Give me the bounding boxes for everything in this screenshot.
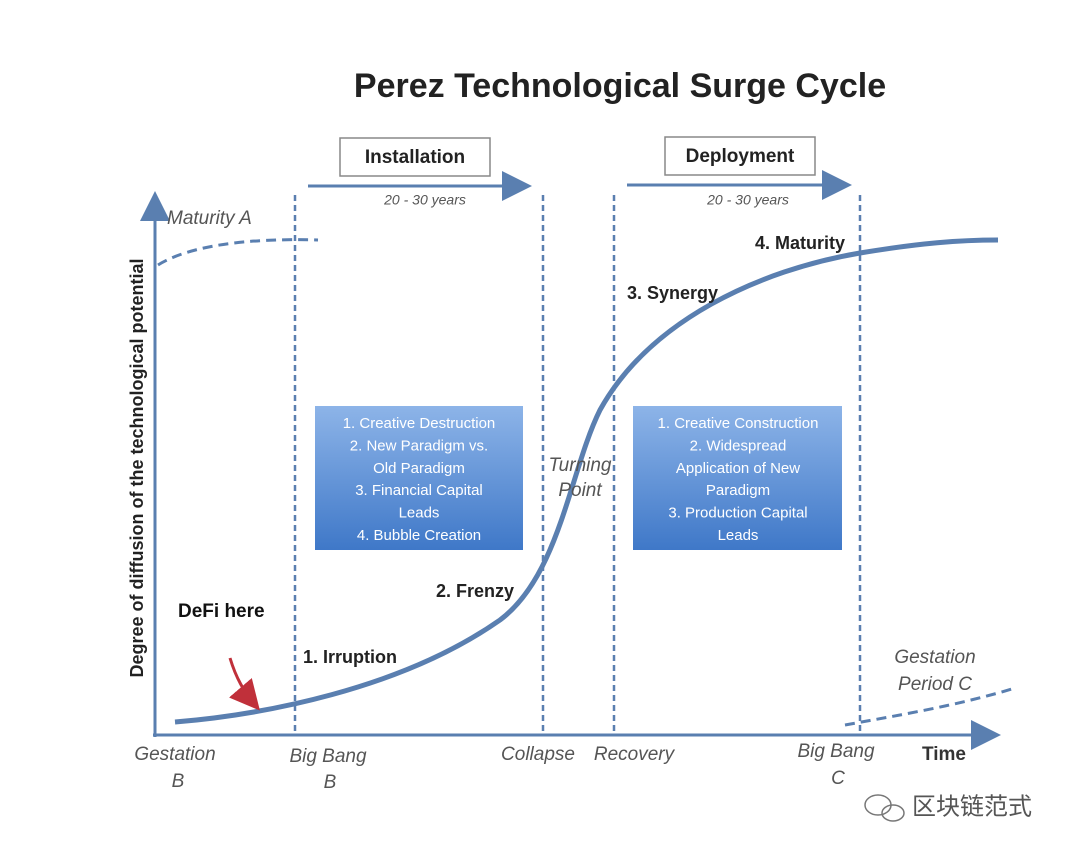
- maturity-a: Maturity A: [167, 208, 252, 229]
- annotation: DeFi here: [178, 601, 265, 622]
- surge-curve: [174, 237, 999, 725]
- x-label: B: [324, 772, 337, 793]
- x-label: C: [831, 768, 845, 789]
- x-label: Big Bang: [797, 741, 875, 762]
- info-box-line: Application of New: [676, 460, 800, 477]
- x-label: Collapse: [501, 744, 575, 765]
- info-box-line: Leads: [399, 505, 440, 522]
- info-box-line: 2. New Paradigm vs.: [350, 437, 488, 454]
- phase-label: 1. Irruption: [303, 647, 397, 667]
- period-box: [339, 137, 491, 177]
- period-label: Installation: [365, 147, 465, 168]
- period-duration: 20 - 30 years: [383, 192, 466, 208]
- watermark-icon: [864, 794, 905, 822]
- info-box-line: 3. Production Capital: [668, 505, 807, 522]
- period-box: [664, 136, 816, 176]
- info-box-line: 1. Creative Construction: [658, 415, 819, 432]
- info-box-line: Old Paradigm: [373, 460, 465, 477]
- turning-point: Point: [558, 480, 602, 501]
- phase-label: 4. Maturity: [755, 233, 845, 253]
- annotation-arrow: [228, 657, 260, 711]
- x-label: B: [172, 771, 185, 792]
- info-box-line: 2. Widespread: [690, 437, 787, 454]
- phase-label: 3. Synergy: [627, 283, 718, 303]
- info-box: [633, 406, 842, 550]
- x-label: Gestation: [134, 744, 215, 765]
- previous-curve: [157, 238, 319, 267]
- x-label: Big Bang: [289, 746, 367, 767]
- y-axis-label: Degree of diffusion of the technological…: [127, 258, 147, 677]
- title: Perez Technological Surge Cycle: [354, 67, 886, 105]
- x-label: Time: [922, 744, 966, 765]
- info-box-line: 4. Bubble Creation: [357, 527, 481, 544]
- turning-point: Turning: [548, 455, 611, 476]
- phase-label: 2. Frenzy: [436, 581, 514, 601]
- info-box: [315, 406, 523, 550]
- gestation-c: Gestation: [894, 647, 975, 668]
- info-box-line: Paradigm: [706, 482, 770, 499]
- watermark: 区块链范式: [912, 793, 1032, 820]
- info-box-line: Leads: [718, 527, 759, 544]
- period-label: Deployment: [686, 146, 795, 167]
- gestation-c: Period C: [898, 674, 972, 695]
- x-label: Recovery: [594, 744, 676, 765]
- info-box-line: 3. Financial Capital: [355, 482, 483, 499]
- period-duration: 20 - 30 years: [706, 192, 789, 208]
- next-curve: [844, 686, 1016, 727]
- info-box-line: 1. Creative Destruction: [343, 415, 496, 432]
